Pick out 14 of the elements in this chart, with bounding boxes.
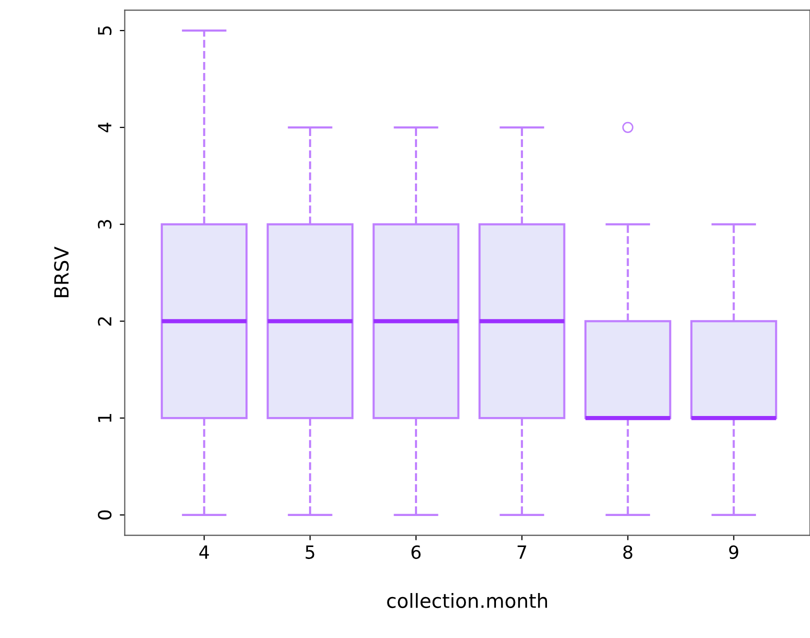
x-tick-label: 6	[412, 545, 421, 559]
y-tick-label: 4	[98, 122, 112, 132]
x-tick-label: 9	[729, 545, 738, 559]
x-tick-label: 4	[199, 546, 209, 559]
y-tick-label: 5	[98, 26, 112, 35]
y-tick-label: 2	[98, 317, 112, 326]
y-tick-label: 1	[98, 414, 112, 422]
y-axis-title: BRSV	[54, 246, 69, 298]
x-tick-label: 7	[518, 546, 526, 559]
x-axis-title: collection.month	[387, 593, 548, 608]
x-tick-label: 8	[623, 545, 632, 559]
x-tick-label: 5	[306, 546, 314, 559]
y-tick-label: 0	[98, 510, 112, 520]
y-tick-label: 3	[98, 220, 112, 229]
